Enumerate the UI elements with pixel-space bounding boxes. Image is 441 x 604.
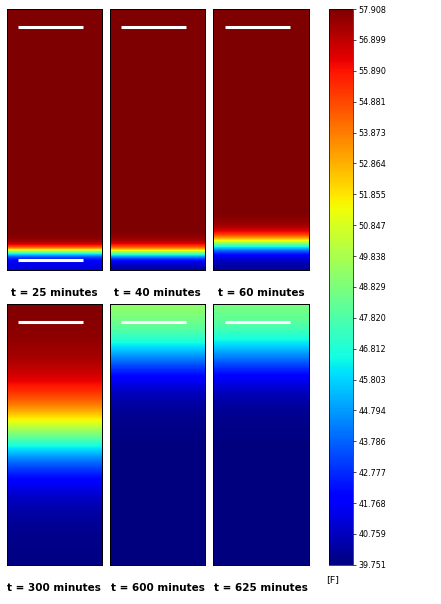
Text: t = 25 minutes: t = 25 minutes (11, 289, 97, 298)
Text: t = 625 minutes: t = 625 minutes (214, 583, 308, 593)
Text: t = 300 minutes: t = 300 minutes (7, 583, 101, 593)
Text: t = 40 minutes: t = 40 minutes (114, 289, 201, 298)
Text: t = 600 minutes: t = 600 minutes (111, 583, 205, 593)
Text: t = 60 minutes: t = 60 minutes (218, 289, 304, 298)
Text: Temperature
Contour 1: Temperature Contour 1 (321, 0, 378, 2)
Text: [F]: [F] (326, 576, 339, 585)
